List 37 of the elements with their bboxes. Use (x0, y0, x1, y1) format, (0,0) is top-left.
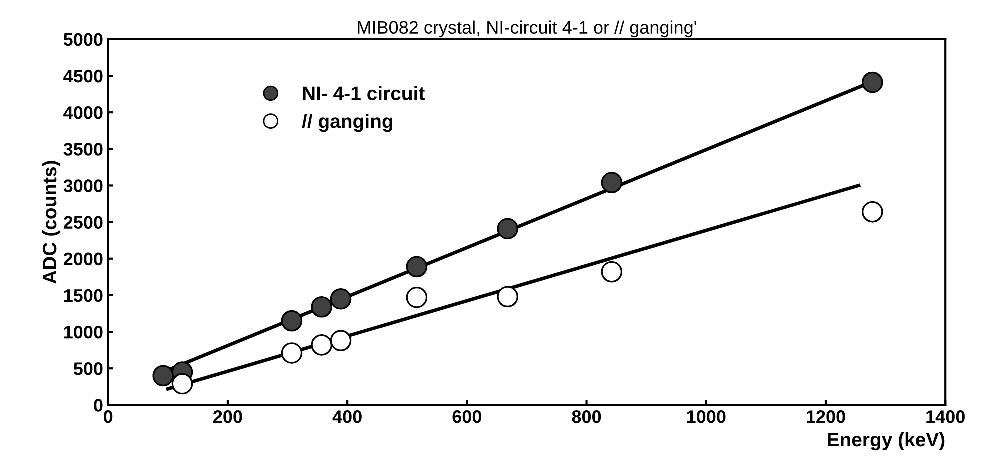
y-tick-label: 3500 (64, 143, 103, 156)
y-tick-label: 4500 (64, 70, 103, 83)
x-tick-label: 1000 (687, 410, 726, 424)
point (601, 172, 623, 194)
x-tick-label: 600 (452, 410, 482, 424)
point (281, 342, 303, 364)
x-axis-title: Energy (keV) (828, 432, 945, 451)
legend-label: NI- 4-1 circuit (303, 86, 425, 100)
x-tick-label: 0 (104, 410, 113, 424)
x-tick-label: 1400 (926, 410, 965, 424)
point (172, 373, 194, 395)
y-tick-label: 0 (94, 399, 103, 412)
y-tick-label: 2000 (64, 252, 103, 266)
x-tick-label: 400 (332, 410, 362, 424)
point (152, 365, 174, 387)
y-tick-label: 1000 (64, 326, 103, 339)
point (862, 72, 884, 94)
y-tick-label: 3000 (64, 180, 103, 192)
y-tick-label: 1500 (64, 289, 103, 302)
point (311, 296, 333, 318)
y-tick-label: 2500 (64, 216, 103, 230)
legend-label: // ganging (302, 114, 392, 132)
y-tick-label: 5000 (64, 33, 103, 46)
point (497, 218, 518, 240)
point (311, 334, 333, 356)
point (406, 256, 428, 278)
chart-title: MIB082 crystal, NI-circuit 4-1 or // ganging' (358, 20, 696, 38)
point (330, 288, 352, 310)
x-tick-label: 800 (572, 410, 602, 424)
point (281, 310, 303, 332)
y-tick-label: 500 (74, 362, 103, 376)
x-tick-label: 1200 (807, 410, 846, 424)
x-tick-label: 200 (214, 410, 242, 424)
y-tick-label: 4000 (64, 106, 103, 120)
point (497, 286, 518, 308)
y-axis-title: ADC (counts) (42, 161, 61, 284)
point (330, 330, 352, 352)
